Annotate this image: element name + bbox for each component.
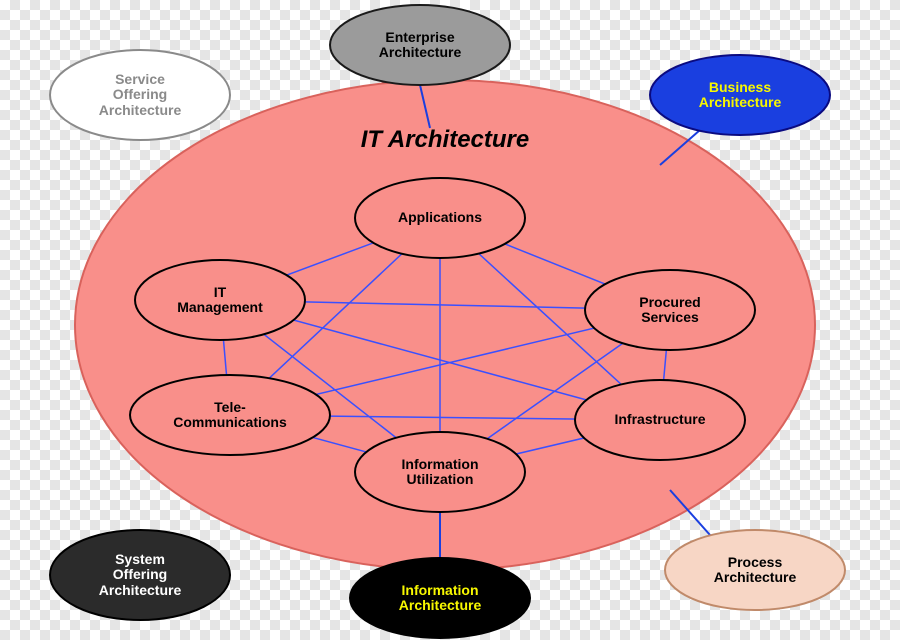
diagram-canvas: ApplicationsIT ManagementProcured Servic… xyxy=(0,0,900,640)
outer-node-info-arch xyxy=(350,558,530,638)
inner-node-applications xyxy=(355,178,525,258)
outer-node-system-off xyxy=(50,530,230,620)
diagram-svg xyxy=(0,0,900,640)
inner-node-infrastructure xyxy=(575,380,745,460)
inner-node-procured xyxy=(585,270,755,350)
inner-node-information xyxy=(355,432,525,512)
outer-node-service-off xyxy=(50,50,230,140)
outer-node-process xyxy=(665,530,845,610)
outer-node-business xyxy=(650,55,830,135)
inner-node-it-management xyxy=(135,260,305,340)
inner-node-telecom xyxy=(130,375,330,455)
outer-node-enterprise xyxy=(330,5,510,85)
